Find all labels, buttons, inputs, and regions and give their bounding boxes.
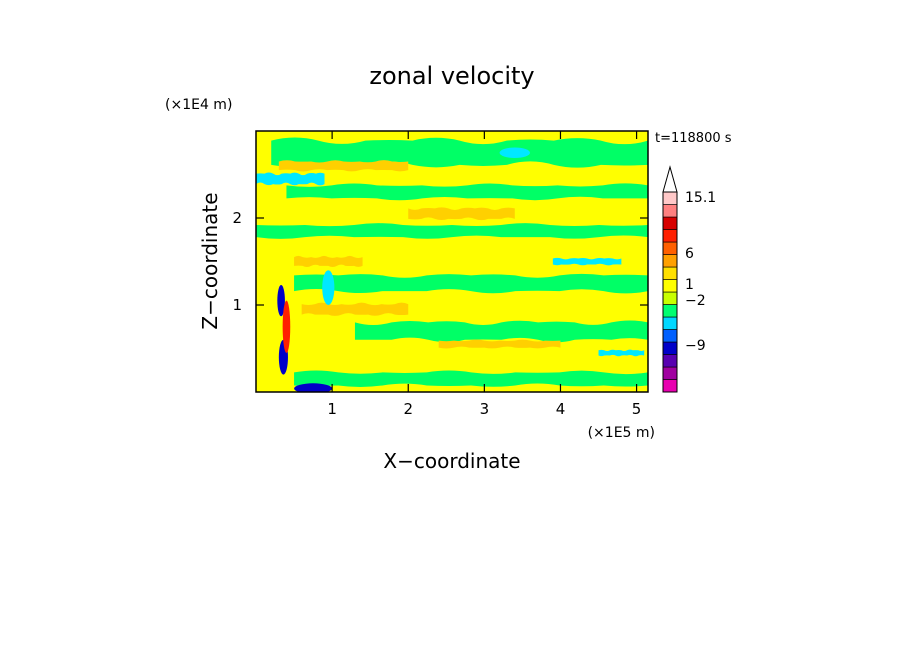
colorbar-swatch <box>662 229 678 243</box>
colorbar-swatch <box>662 254 678 268</box>
field-spot-strong_negative <box>277 284 285 317</box>
y-tick-label: 2 <box>232 209 242 227</box>
field-band-weak_negative <box>294 273 648 294</box>
time-label: t=118800 s <box>655 131 732 146</box>
field-band-weak_negative <box>256 223 648 239</box>
y-tick-label: 1 <box>232 296 242 314</box>
field-spot-strong_positive <box>282 300 291 353</box>
x-tick-label: 2 <box>403 400 413 418</box>
colorbar-label: −9 <box>685 338 706 354</box>
field-band-moderate_negative <box>256 172 325 186</box>
colorbar-swatch <box>662 379 678 393</box>
field-band-positive_band <box>438 339 561 349</box>
field-band-weak_negative <box>271 137 648 168</box>
colorbar-swatch <box>662 341 678 355</box>
colorbar-label: 15.1 <box>685 190 716 206</box>
colorbar-frame <box>662 191 678 393</box>
x-tick-label: 1 <box>327 400 337 418</box>
colorbar-swatch <box>662 204 678 218</box>
x-tick-label: 3 <box>480 400 490 418</box>
field-band-weak_negative <box>354 320 648 343</box>
field-band-weak_negative <box>286 183 648 201</box>
colorbar-swatch <box>662 241 678 255</box>
x-axis-label: X−coordinate <box>383 449 520 473</box>
colorbar-swatch <box>662 216 678 230</box>
field-band-positive_band <box>278 160 409 172</box>
x-axis: 1 2 3 4 5 <box>327 131 641 418</box>
field-band-positive_band <box>408 207 515 221</box>
chart-title: zonal velocity <box>369 62 534 90</box>
field-spot-moderate_negative <box>499 147 531 158</box>
colorbar-swatch <box>662 279 678 293</box>
colorbar-swatch <box>662 316 678 330</box>
x-tick-label: 5 <box>632 400 642 418</box>
colorbar-swatch <box>662 266 678 280</box>
x-unit-label: (×1E5 m) <box>588 425 655 441</box>
x-tick-label: 4 <box>556 400 566 418</box>
field-spot-moderate_negative <box>322 270 335 305</box>
colorbar-label: 1 <box>685 277 694 293</box>
field-band-moderate_negative <box>598 349 645 357</box>
plot-area <box>256 131 648 392</box>
field-band-positive_band <box>294 255 363 268</box>
colorbar-swatch <box>662 354 678 368</box>
colorbar: 15.1 6 1−2 −9 <box>662 165 716 393</box>
colorbar-swatch <box>662 366 678 380</box>
y-axis-label: Z−coordinate <box>198 192 222 329</box>
field-band-positive_band <box>301 302 409 316</box>
colorbar-label: 6 <box>685 246 694 262</box>
y-axis: 12 <box>232 209 648 314</box>
field-spot-strong_negative <box>294 383 333 392</box>
field-layer <box>256 137 648 392</box>
colorbar-swatch <box>662 329 678 343</box>
colorbar-label: −2 <box>685 293 706 309</box>
colorbar-swatch <box>662 304 678 318</box>
plot-frame <box>255 130 649 393</box>
colorbar-swatch <box>662 191 678 205</box>
colorbar-swatch <box>662 291 678 305</box>
colorbar-extend-arrow <box>662 165 678 193</box>
field-band-weak_negative <box>294 370 648 387</box>
y-unit-label: (×1E4 m) <box>165 97 232 113</box>
field-band-moderate_negative <box>552 257 622 266</box>
